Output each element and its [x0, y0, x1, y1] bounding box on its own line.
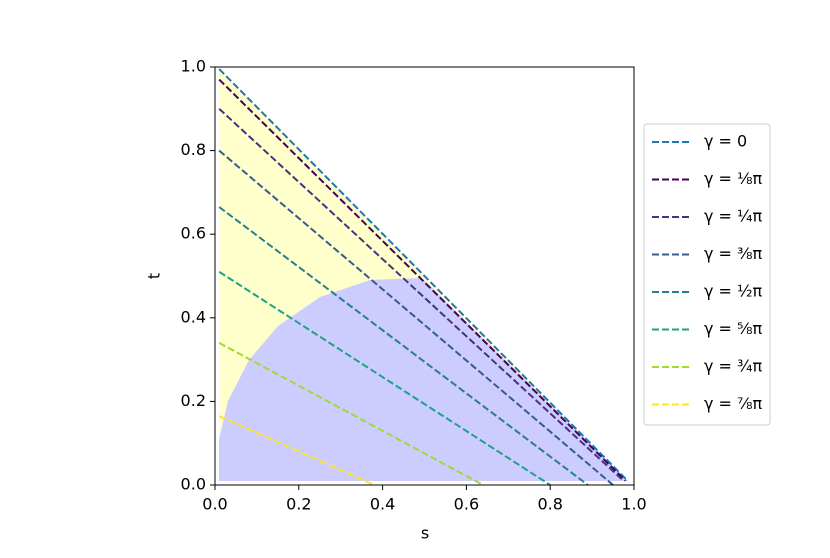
series-line: [218, 206, 589, 486]
legend-label: γ = ⅞π: [704, 394, 763, 413]
legend-label: γ = ½π: [704, 282, 763, 301]
x-tick-label: 0.8: [537, 495, 562, 514]
legend-label: γ = ⅛π: [704, 169, 763, 188]
plot-frame: [214, 66, 635, 486]
x-tick-label: 0.0: [202, 495, 227, 514]
legend-box: [643, 123, 771, 426]
x-axis-label: s: [421, 524, 429, 543]
optimal-region: [219, 278, 628, 481]
y-tick-label: 0.8: [181, 140, 206, 159]
legend-label: γ = ⅜π: [704, 244, 763, 263]
x-tick-label: 0.4: [370, 495, 395, 514]
y-tick-label: 0.0: [181, 475, 206, 494]
legend-label: γ = ¾π: [704, 357, 763, 376]
series-line: [218, 270, 551, 486]
y-tick-label: 0.4: [181, 307, 206, 326]
y-tick-label: 1.0: [181, 57, 206, 76]
y-tick-label: 0.6: [181, 224, 206, 243]
series-line: [218, 415, 375, 486]
x-tick-label: 0.6: [454, 495, 479, 514]
series-line: [218, 108, 625, 482]
x-tick-label: 0.2: [286, 495, 311, 514]
y-axis-label: t: [145, 273, 164, 279]
y-tick-label: 0.2: [181, 391, 206, 410]
series-line: [218, 149, 614, 486]
series-line: [218, 78, 627, 482]
legend-label: γ = ¼π: [704, 207, 763, 226]
legend-label: γ = ⅝π: [704, 319, 763, 338]
legend-label: γ = 0: [704, 132, 747, 151]
series-line: [218, 68, 629, 482]
x-tick-label: 1.0: [621, 495, 646, 514]
